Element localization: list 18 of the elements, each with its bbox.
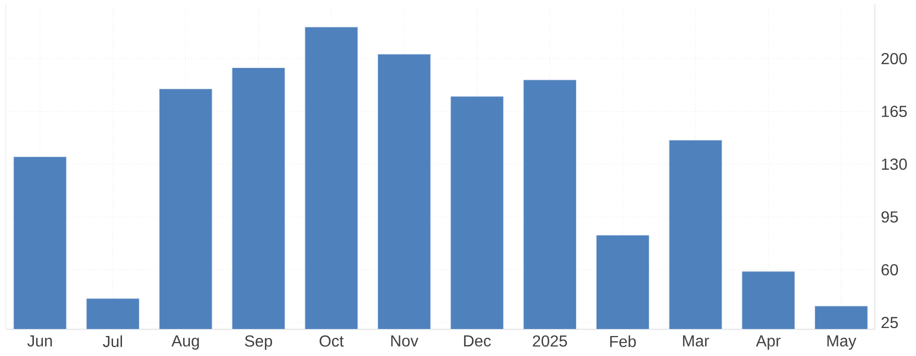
x-tick-label: Jun: [27, 335, 52, 347]
y-tick-label: 130: [882, 158, 907, 170]
x-tick-label: Aug: [171, 335, 199, 350]
x-tick-label: Dec: [464, 335, 491, 347]
x-tick-label: Feb: [610, 335, 636, 348]
y-tick-label: 165: [882, 106, 907, 118]
x-tick-label: Mar: [683, 335, 710, 347]
x-tick-label: Jul: [102, 335, 122, 348]
x-tick-label: 2025: [532, 335, 567, 347]
x-tick-label: Oct: [320, 335, 344, 347]
x-tick-label: May: [827, 335, 856, 350]
y-tick-label: 95: [882, 211, 898, 223]
y-tick-label: 60: [882, 264, 898, 276]
y-tick-label: 200: [882, 52, 907, 64]
x-tick-label: Apr: [756, 335, 781, 350]
x-tick-label: Sep: [245, 335, 272, 350]
y-tick-label: 25: [882, 316, 898, 328]
x-tick-label: Nov: [391, 335, 418, 347]
